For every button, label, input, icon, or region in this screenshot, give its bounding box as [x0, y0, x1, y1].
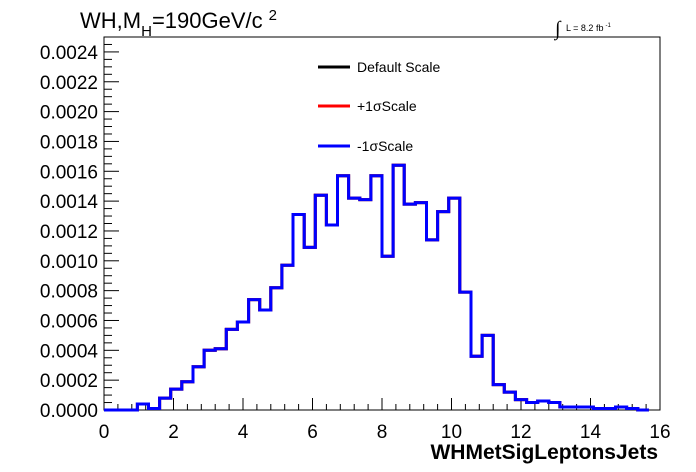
lumi-text: L = 8.2 fb — [566, 23, 603, 33]
title-main: WH,M — [80, 8, 141, 33]
series-minus1sigma-line — [104, 163, 649, 412]
series-default-scale-line — [104, 163, 649, 412]
lumi-label: L = 8.2 fb -1 — [566, 23, 611, 33]
x-tick-label: 16 — [649, 422, 670, 443]
y-tick-label: 0.0020 — [40, 103, 98, 124]
y-tick-label: 0.0002 — [40, 371, 98, 392]
y-tick-label: 0.0016 — [40, 162, 98, 183]
legend-label-minus1sigma: -1σScale — [357, 138, 413, 154]
lumi-integral-icon: ∫ — [553, 18, 562, 41]
x-tick-label: 6 — [307, 422, 318, 443]
histogram-series — [104, 163, 649, 412]
y-tick-label: 0.0024 — [40, 43, 99, 64]
x-axis: 0 2 4 6 8 10 12 14 16 — [99, 398, 671, 443]
series-plus1sigma-line — [104, 163, 649, 412]
y-tick-label: 0.0008 — [40, 282, 98, 303]
lumi-superscript: -1 — [605, 23, 611, 29]
chart-title: WH,MH=190GeV/c 2 — [80, 7, 277, 40]
x-tick-label: 14 — [580, 422, 602, 443]
title-suffix: =190GeV/c — [152, 8, 263, 33]
legend-label-default: Default Scale — [357, 59, 440, 75]
y-tick-label: 0.0010 — [40, 252, 98, 273]
x-axis-label: WHMetSigLeptonsJets — [430, 441, 658, 464]
y-tick-label: 0.0006 — [40, 311, 98, 332]
y-tick-label: 0.0004 — [40, 341, 99, 362]
x-tick-label: 12 — [510, 422, 531, 443]
y-tick-label: 0.0000 — [40, 401, 98, 422]
legend-label-plus1sigma: +1σScale — [357, 98, 417, 114]
x-tick-label: 4 — [238, 422, 249, 443]
legend: Default Scale +1σScale -1σScale — [318, 59, 440, 154]
y-tick-label: 0.0022 — [40, 73, 98, 94]
y-tick-label: 0.0014 — [40, 192, 99, 213]
x-tick-label: 2 — [168, 422, 179, 443]
y-axis: 0.0000 0.0002 0.0004 0.0006 0.0008 0.0010 0.00… — [40, 36, 119, 422]
y-tick-label: 0.0018 — [40, 132, 98, 153]
x-tick-label: 0 — [99, 422, 110, 443]
x-tick-label: 8 — [377, 422, 388, 443]
x-tick-label: 10 — [441, 422, 462, 443]
y-tick-label: 0.0012 — [40, 222, 98, 243]
title-superscript: 2 — [269, 7, 277, 24]
title-subscript: H — [141, 23, 152, 40]
